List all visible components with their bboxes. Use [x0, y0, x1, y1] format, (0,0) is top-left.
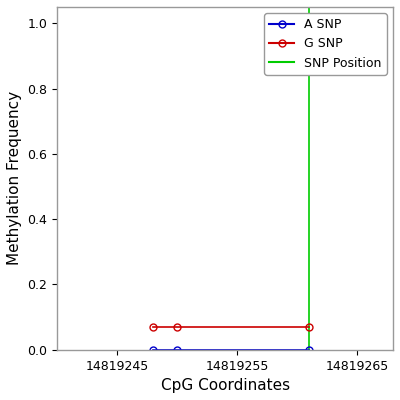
- Legend: A SNP, G SNP, SNP Position: A SNP, G SNP, SNP Position: [264, 13, 387, 75]
- Y-axis label: Methylation Frequency: Methylation Frequency: [7, 91, 22, 266]
- X-axis label: CpG Coordinates: CpG Coordinates: [160, 378, 290, 393]
